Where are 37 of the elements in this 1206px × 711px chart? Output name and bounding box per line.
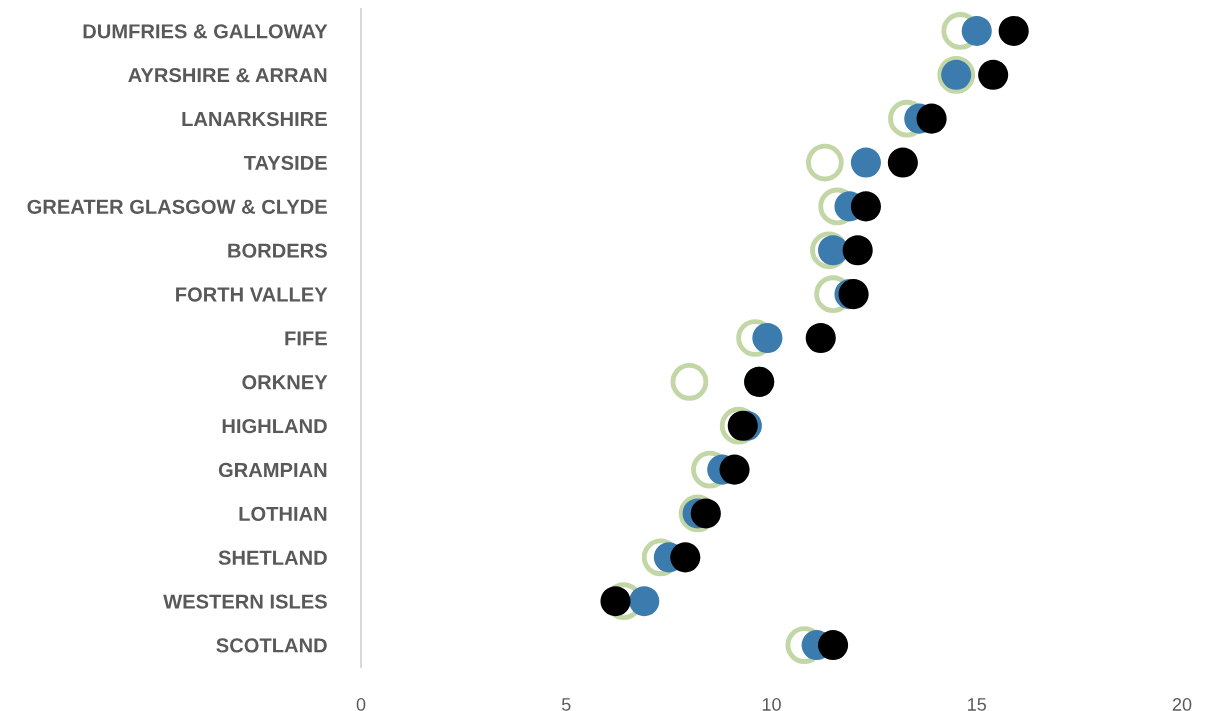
y-tick-label: FIFE [285,331,327,346]
point [670,363,709,401]
y-tick-label: TAYSIDE [243,155,327,171]
point [818,630,849,661]
point [842,235,873,266]
x-tick-label: 15 [968,698,987,711]
point [719,454,750,485]
y-tick-label: WESTERN ISLES [163,594,327,609]
point [850,191,881,222]
point [998,15,1029,46]
x-tick-label: 10 [762,698,781,711]
y-tick-label: BORDERS [228,243,327,258]
point [752,322,783,354]
point [806,143,844,182]
point [961,15,992,46]
y-tick-label: SCOTLAND [216,638,327,653]
x-tick-label: 5 [561,698,571,711]
point [916,103,947,134]
y-tick-label: HIGHLAND [222,418,327,434]
point [600,586,631,617]
x-tick-label: 0 [356,698,366,711]
point [629,586,660,617]
y-tick-label: LOTHIAN [239,506,327,521]
y-tick-label: DUMFRIES & GALLOWAY [83,24,328,39]
y-tick-label: GREATER GLASGOW & CLYDE [27,199,327,214]
x-tick-label: 20 [1172,698,1192,711]
point [670,542,701,573]
y-tick-label: ORKNEY [242,375,328,390]
point [805,322,836,354]
point [850,147,881,178]
y-tick-label: LANARKSHIRE [182,111,327,127]
point [887,147,918,178]
point [978,59,1009,90]
y-tick-label: FORTH VALLEY [176,287,328,302]
y-tick-label: AYRSHIRE & ARRAN [128,68,327,83]
y-tick-label: GRAMPIAN [218,462,327,478]
y-tick-label: SHETLAND [218,550,327,565]
